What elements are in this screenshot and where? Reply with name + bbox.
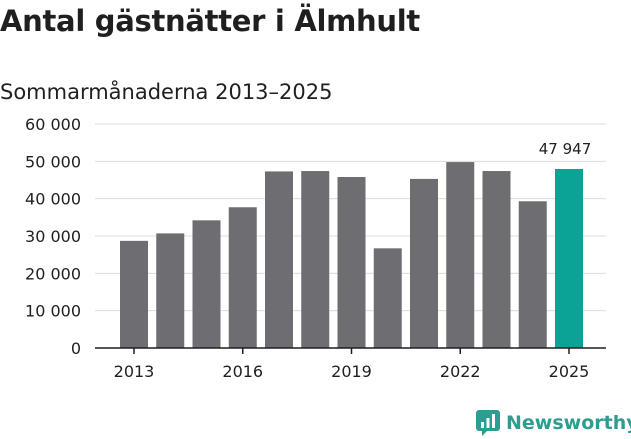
bar-2025	[555, 168, 583, 348]
x-tick-label: 2022	[440, 362, 481, 381]
bar-2020	[373, 248, 402, 348]
y-tick-label: 0	[71, 339, 81, 358]
bar-2023	[482, 171, 511, 348]
bar-2024	[518, 201, 547, 348]
bar-2022	[446, 162, 475, 348]
chart-title: Antal gästnätter i Älmhult	[0, 4, 420, 38]
bar-2016	[228, 207, 257, 348]
x-tick-label: 2016	[222, 362, 263, 381]
x-tick-label: 2013	[114, 362, 155, 381]
bar-2014	[156, 233, 185, 348]
y-tick-label: 20 000	[25, 264, 81, 283]
y-tick-label: 40 000	[25, 190, 81, 209]
bar-2021	[410, 178, 438, 348]
bar-2018	[301, 171, 330, 348]
data-label: 47 947	[539, 140, 592, 158]
x-tick-label: 2025	[549, 362, 590, 381]
x-tick-label: 2019	[331, 362, 372, 381]
bar-2017	[265, 171, 293, 348]
newsworthy-brand: Newsworthy	[476, 409, 631, 437]
brand-name: Newsworthy	[506, 412, 631, 434]
bar-2015	[192, 220, 221, 348]
newsworthy-logo-icon	[476, 410, 500, 436]
y-tick-label: 10 000	[25, 302, 81, 321]
bar-2013	[120, 240, 148, 348]
bar-2019	[337, 177, 366, 348]
y-tick-label: 30 000	[25, 227, 81, 246]
y-tick-label: 60 000	[25, 115, 81, 134]
y-tick-label: 50 000	[25, 152, 81, 171]
chart-subtitle: Sommarmånaderna 2013–2025	[0, 80, 333, 104]
